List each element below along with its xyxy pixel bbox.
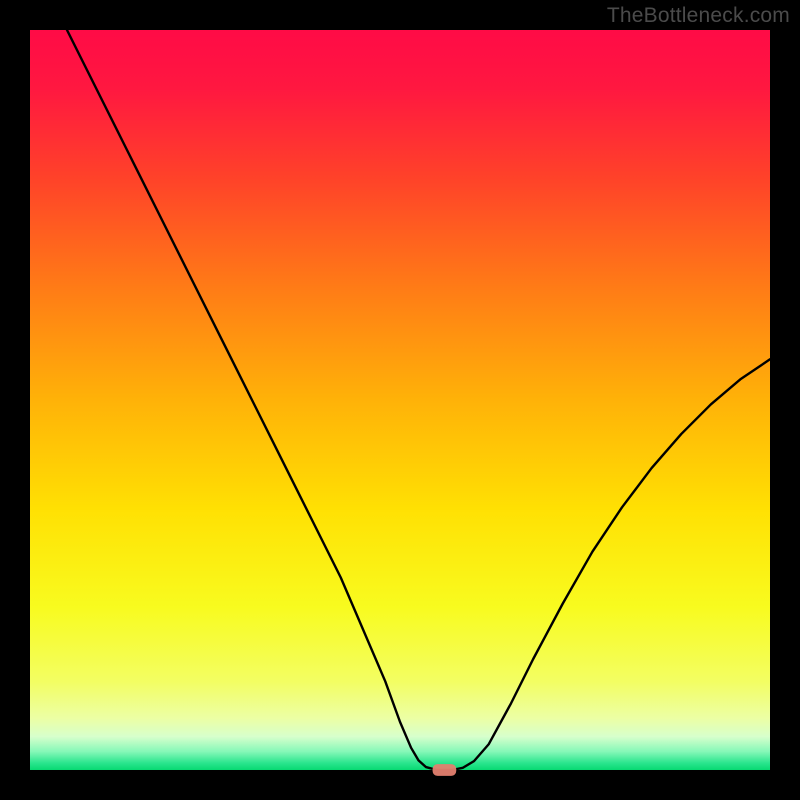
plot-area xyxy=(30,30,770,770)
optimal-point-marker xyxy=(433,764,457,776)
watermark-text: TheBottleneck.com xyxy=(607,4,790,28)
